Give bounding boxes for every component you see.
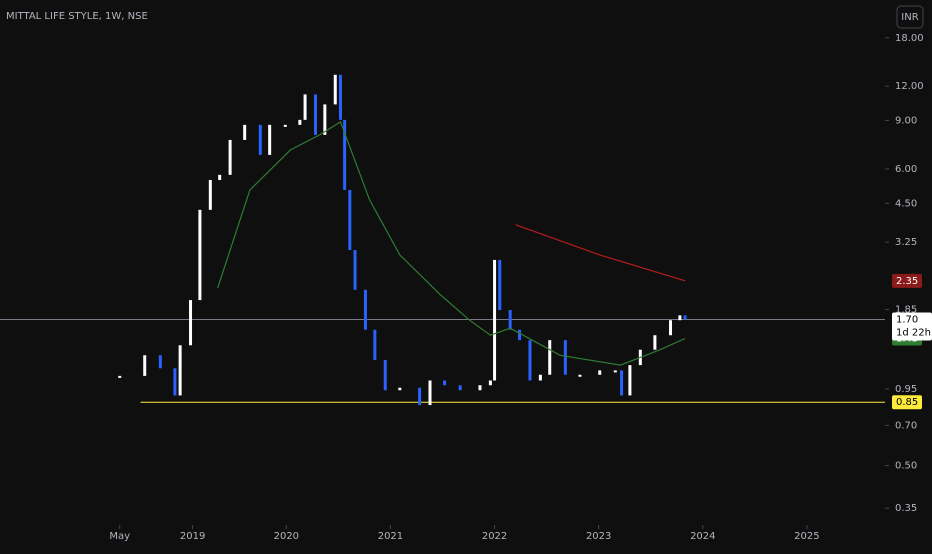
candle <box>353 250 357 290</box>
x-tick-label: 2024 <box>690 531 715 542</box>
candle <box>548 340 552 375</box>
candle <box>268 124 272 155</box>
candle <box>373 329 377 361</box>
price-badge <box>892 273 922 288</box>
candle <box>669 320 673 336</box>
candle <box>528 340 532 381</box>
currency-button[interactable] <box>896 5 924 29</box>
candle <box>508 310 512 330</box>
candle <box>298 119 302 125</box>
candle <box>338 74 342 120</box>
y-tick-label: 3.25 <box>895 237 917 248</box>
candle <box>653 335 657 350</box>
candle <box>678 315 682 321</box>
candle <box>538 374 542 381</box>
x-tick-label: 2019 <box>180 531 205 542</box>
y-tick-label: 0.70 <box>895 420 917 431</box>
candle <box>228 139 232 175</box>
candle <box>418 387 422 406</box>
candle <box>323 104 327 135</box>
y-tick-label: 9.00 <box>895 116 917 127</box>
candle <box>578 374 582 377</box>
candle <box>333 74 337 105</box>
candle <box>258 124 262 155</box>
candle <box>198 209 202 301</box>
candle <box>563 340 567 375</box>
candle <box>158 355 162 369</box>
candle <box>313 94 317 135</box>
countdown-label: 1d 22h <box>896 327 931 338</box>
candle <box>243 124 247 140</box>
y-tick-label: 0.35 <box>895 503 917 514</box>
y-tick-label: 4.50 <box>895 198 917 209</box>
price-badge <box>892 395 922 410</box>
candle <box>620 370 624 396</box>
candle <box>598 370 602 375</box>
x-tick-label: May <box>109 531 130 542</box>
price-badge-label: 2.35 <box>896 276 918 287</box>
x-tick-label: 2021 <box>378 531 403 542</box>
y-tick-label: 0.50 <box>895 461 917 472</box>
y-tick-label: 12.00 <box>895 81 924 92</box>
candle <box>518 329 522 341</box>
x-tick-label: 2020 <box>274 531 299 542</box>
candle <box>118 375 122 378</box>
currency-label[interactable]: INR <box>901 12 918 23</box>
candle <box>498 259 502 311</box>
x-tick-label: 2022 <box>482 531 507 542</box>
candle <box>303 94 307 120</box>
y-tick-label: 18.00 <box>895 33 924 44</box>
candle <box>178 345 182 396</box>
candle <box>208 179 212 210</box>
candle <box>443 380 447 386</box>
chart-title: MITTAL LIFE STYLE, 1W, NSE <box>6 11 148 22</box>
candle <box>478 385 482 391</box>
candle <box>218 174 222 180</box>
candle <box>398 387 402 391</box>
moving-average <box>515 224 686 282</box>
candle <box>189 300 193 346</box>
candle <box>683 315 687 320</box>
candle <box>493 259 497 381</box>
y-tick-label: 1.85 <box>895 304 917 315</box>
x-tick-label: 2025 <box>794 531 819 542</box>
candle <box>343 119 347 190</box>
candle <box>173 368 177 396</box>
candle <box>628 365 632 396</box>
price-badge-label: 0.85 <box>896 397 918 408</box>
price-badge <box>892 312 932 341</box>
candle <box>348 189 352 251</box>
x-tick-label: 2023 <box>586 531 611 542</box>
candle <box>143 355 147 376</box>
candle <box>283 124 287 127</box>
moving-average <box>217 121 686 366</box>
candle <box>383 360 387 391</box>
candle <box>613 370 617 373</box>
y-tick-label: 6.00 <box>895 164 917 175</box>
candle <box>488 380 492 386</box>
y-tick-label: 0.95 <box>895 384 917 395</box>
price-badge-label: 1.70 <box>896 314 918 325</box>
candle <box>458 385 462 391</box>
candle <box>363 289 367 330</box>
candle <box>428 380 432 406</box>
